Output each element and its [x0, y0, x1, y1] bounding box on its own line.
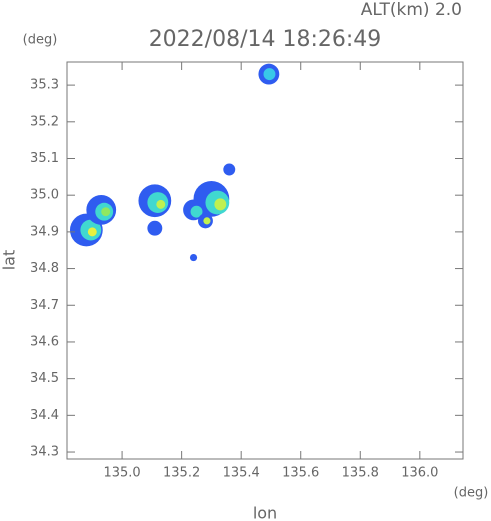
echo	[263, 68, 276, 81]
chart-title: 2022/08/14 18:26:49	[149, 27, 382, 52]
echo	[147, 220, 163, 236]
echo	[87, 227, 97, 237]
altitude: ALT(km) 2.0	[361, 0, 462, 20]
x-unit: (deg)	[454, 486, 489, 501]
y-tick-label: 35.1	[30, 151, 59, 166]
echo	[223, 163, 236, 176]
echo	[214, 198, 227, 211]
y-tick-label: 34.4	[30, 408, 59, 423]
x-tick-label: 135.4	[223, 466, 260, 481]
x-tick-label: 135.0	[103, 466, 140, 481]
y-tick-label: 35.0	[30, 188, 59, 203]
y-tick-label: 34.8	[30, 261, 59, 276]
y-tick-label: 35.2	[30, 114, 59, 129]
echo	[101, 207, 111, 217]
echo	[189, 253, 198, 262]
echo-layer	[69, 63, 280, 262]
plot-frame	[66, 61, 464, 460]
echo	[203, 217, 211, 225]
echo	[190, 205, 203, 218]
y-unit: (deg)	[23, 33, 58, 48]
x-tick-label: 136.0	[401, 466, 438, 481]
y-tick-label: 34.9	[30, 224, 59, 239]
x-tick-label: 135.6	[282, 466, 319, 481]
y-tick-label: 35.3	[30, 78, 59, 93]
x-tick-label: 135.2	[163, 466, 200, 481]
y-tick-label: 34.6	[30, 334, 59, 349]
y-tick-label: 34.3	[30, 445, 59, 460]
echo	[156, 199, 166, 209]
x-tick-label: 135.8	[342, 466, 379, 481]
y-tick-label: 34.5	[30, 371, 59, 386]
y-axis-label: lat	[0, 250, 19, 271]
x-axis-label: lon	[253, 504, 277, 521]
y-tick-label: 34.7	[30, 298, 59, 313]
